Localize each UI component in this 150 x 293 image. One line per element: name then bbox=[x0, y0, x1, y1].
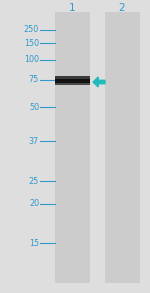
Text: 15: 15 bbox=[29, 239, 39, 248]
Polygon shape bbox=[93, 77, 105, 87]
Bar bbox=[105, 12, 140, 283]
Bar bbox=[55, 83, 90, 85]
Text: 37: 37 bbox=[29, 137, 39, 146]
Bar bbox=[55, 79, 90, 83]
Text: 1: 1 bbox=[69, 3, 75, 13]
Text: 75: 75 bbox=[29, 76, 39, 84]
Text: 100: 100 bbox=[24, 55, 39, 64]
Text: 150: 150 bbox=[24, 38, 39, 47]
Bar bbox=[55, 12, 90, 283]
Text: 20: 20 bbox=[29, 200, 39, 209]
Bar bbox=[55, 76, 90, 79]
Text: 250: 250 bbox=[24, 25, 39, 35]
Text: 2: 2 bbox=[119, 3, 125, 13]
Text: 25: 25 bbox=[29, 176, 39, 185]
Text: 50: 50 bbox=[29, 103, 39, 112]
